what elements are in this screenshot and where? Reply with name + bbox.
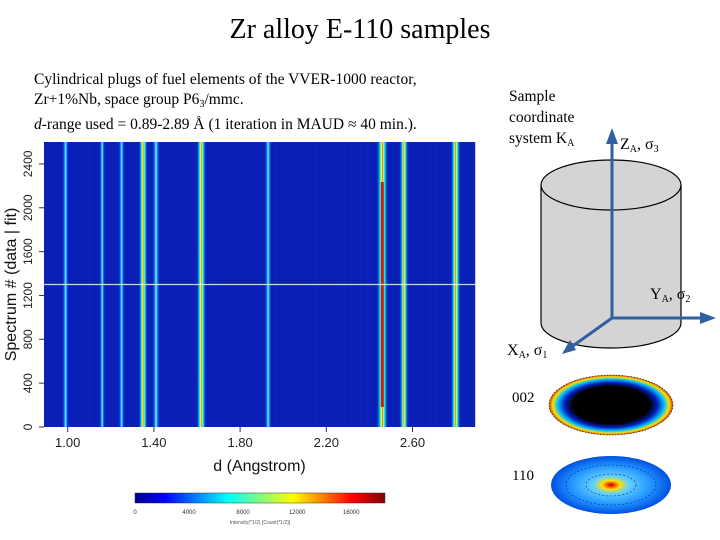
y-axis-base: Y [650, 286, 662, 303]
colorbar-gradient [135, 493, 385, 503]
heatmap-plot-area [44, 142, 476, 427]
y-axis-title: Spectrum # (data | fit) [3, 208, 20, 362]
y-tick-label: 2400 [21, 150, 35, 177]
z-axis-label: ZA, σ3 [620, 136, 659, 155]
x-axis-rest: , σ [526, 342, 543, 359]
y-axis-label: YA, σ2 [650, 286, 690, 305]
x-tick-label: 1.80 [227, 435, 252, 450]
z-axis-sub: A [630, 144, 637, 155]
y-tick-label: 800 [21, 329, 35, 349]
colorbar-tick-label: 0 [133, 510, 137, 516]
x-tick-label: 2.60 [400, 435, 425, 450]
pole-figure-002-label: 002 [512, 390, 535, 407]
colorbar-title: Intensity(*1/2) [Count(*1/2)] [230, 520, 291, 526]
colorbar-tick-label: 12000 [289, 510, 306, 516]
y-axis-rest: , σ [669, 286, 686, 303]
colorbar-tick-label: 4000 [182, 510, 196, 516]
y-tick-label: 0 [21, 423, 35, 430]
x-axis-title: d (Angstrom) [213, 458, 305, 475]
colorbar-tick-label: 16000 [343, 510, 360, 516]
y-axis-sub2: 2 [685, 294, 690, 305]
pole-figure-110 [551, 456, 671, 514]
x-tick-label: 2.20 [314, 435, 339, 450]
pole-figure-002 [549, 375, 673, 435]
diffraction-heatmap: 1.00 1.40 1.80 2.20 2.6004008001200160020002… [0, 0, 720, 540]
z-axis-sub2: 3 [654, 144, 659, 155]
x-axis-base: X [507, 342, 519, 359]
colorbar: 0 4000 8000 12000 16000 Intensity(*1/2) [Coun… [133, 493, 385, 526]
x-axis-label: XA, σ1 [507, 342, 547, 361]
x-tick-label: 1.00 [55, 435, 80, 450]
colorbar-tick-label: 8000 [236, 510, 250, 516]
y-axis-sub: A [662, 294, 669, 305]
y-tick-label: 2000 [21, 194, 35, 221]
y-tick-label: 400 [21, 373, 35, 393]
peak-core [381, 182, 384, 407]
x-tick-label: 1.40 [141, 435, 166, 450]
y-tick-label: 1600 [21, 238, 35, 265]
z-axis-rest: , σ [637, 136, 654, 153]
y-tick-label: 1200 [21, 282, 35, 309]
x-axis-sub: A [519, 350, 526, 361]
pole-figure-110-label: 110 [512, 468, 534, 485]
z-axis-base: Z [620, 136, 630, 153]
x-axis-sub2: 1 [542, 350, 547, 361]
